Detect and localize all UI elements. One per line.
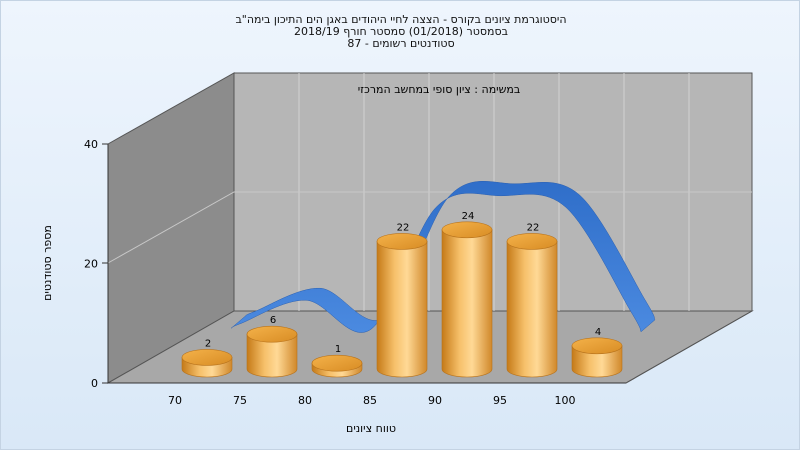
bar-body bbox=[506, 241, 558, 378]
y-tick-labels: 0 20 40 bbox=[84, 138, 98, 390]
bar-value-label: 2 bbox=[205, 338, 211, 349]
bar-cap bbox=[246, 325, 298, 343]
x-tick-label: 90 bbox=[428, 394, 442, 407]
bars-group: 2 6 1 22 24 22 4 bbox=[181, 211, 623, 378]
bar-body bbox=[441, 229, 493, 378]
chart-title-line-1: היסטוגרמת ציונים בקורס - הצצה לחיי היהוד… bbox=[235, 13, 567, 26]
bar-body bbox=[571, 345, 623, 378]
bar: 6 bbox=[246, 315, 298, 378]
x-tick-labels: 70 75 80 85 90 95 100 bbox=[168, 394, 576, 407]
bar-value-label: 1 bbox=[335, 344, 341, 355]
y-tick-marks bbox=[102, 143, 108, 384]
trend-series-ribbon bbox=[230, 181, 656, 333]
bar: 2 bbox=[181, 338, 233, 378]
bar-cap bbox=[571, 337, 623, 355]
y-tick-label: 40 bbox=[84, 138, 98, 151]
chart-subtitle: במשימה : ציון סופי במחשב המרכזי bbox=[358, 83, 521, 96]
bar-cap bbox=[441, 221, 493, 239]
x-tick-label: 100 bbox=[555, 394, 576, 407]
bar-value-label: 22 bbox=[527, 222, 540, 233]
bar: 1 bbox=[311, 344, 363, 378]
bar-cap bbox=[506, 233, 558, 250]
y-axis-title: מספר סטודנטים bbox=[41, 225, 54, 301]
bar-value-label: 4 bbox=[595, 327, 601, 338]
x-tick-label: 70 bbox=[168, 394, 182, 407]
x-tick-label: 95 bbox=[493, 394, 507, 407]
chart-title-line-3: סטודנטים רשומים - 87 bbox=[347, 37, 455, 50]
bar-value-label: 6 bbox=[270, 315, 276, 326]
gridline-20 bbox=[107, 191, 752, 264]
bar-value-label: 22 bbox=[397, 222, 410, 233]
bar-value-label: 24 bbox=[462, 211, 475, 222]
y-tick-label: 0 bbox=[91, 377, 98, 390]
bar: 24 bbox=[441, 211, 493, 378]
bar-body bbox=[246, 333, 298, 378]
floor-right-edge bbox=[625, 310, 753, 384]
bar-cap bbox=[376, 233, 428, 250]
chart-title-line-2: בסמסטר (01/2018) סמסטר חורף 2018/19 bbox=[294, 25, 508, 38]
x-tick-label: 85 bbox=[363, 394, 377, 407]
x-tick-label: 80 bbox=[298, 394, 312, 407]
bar-body bbox=[376, 241, 428, 378]
y-tick-label: 20 bbox=[84, 258, 98, 271]
bar-cap bbox=[181, 349, 233, 366]
bar: 22 bbox=[506, 222, 558, 378]
x-axis-title: טווח ציונים bbox=[346, 422, 396, 435]
bar: 4 bbox=[571, 327, 623, 378]
bar: 22 bbox=[376, 222, 428, 378]
bar-cap bbox=[311, 354, 363, 372]
x-tick-label: 75 bbox=[233, 394, 247, 407]
